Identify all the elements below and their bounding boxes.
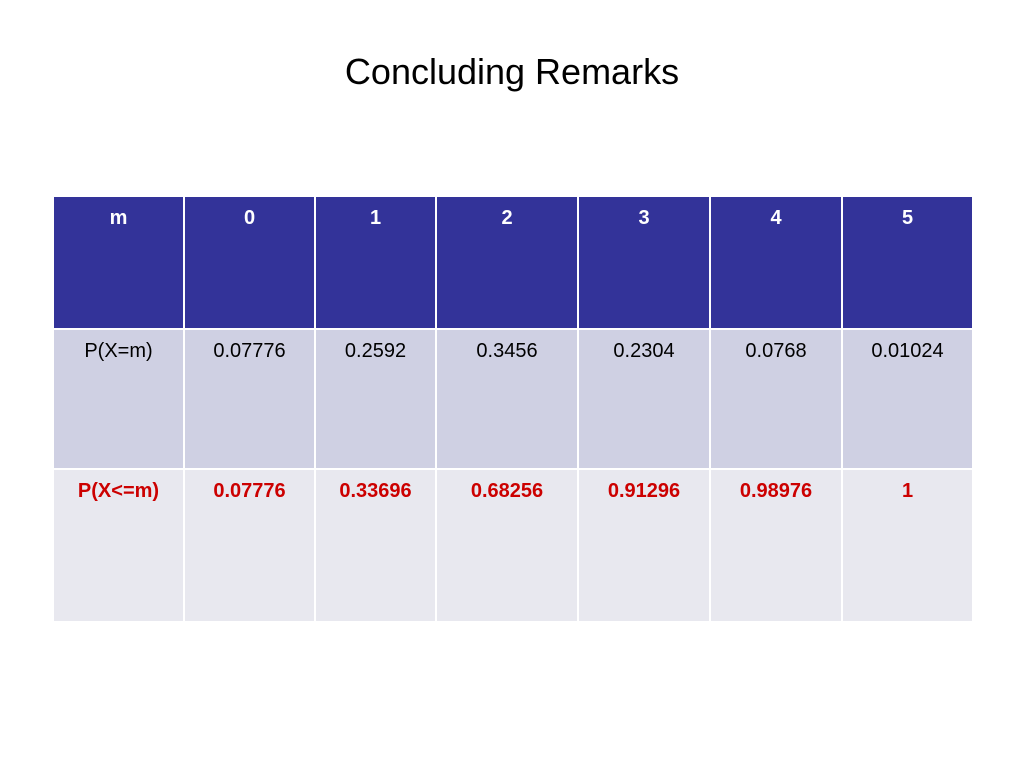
header-cell-4: 4: [709, 195, 843, 330]
table-row-cdf: P(X<=m) 0.07776 0.33696 0.68256 0.91296 …: [52, 468, 974, 623]
cdf-cell-4: 0.98976: [709, 468, 843, 623]
cdf-cell-3: 0.91296: [577, 468, 711, 623]
header-cell-m: m: [52, 195, 185, 330]
row-label-cdf: P(X<=m): [52, 468, 185, 623]
header-cell-2: 2: [435, 195, 579, 330]
cdf-cell-2: 0.68256: [435, 468, 579, 623]
pmf-cell-3: 0.2304: [577, 328, 711, 470]
probability-table: m 0 1 2 3 4 5 P(X=m) 0.07776 0.2592 0.34…: [52, 195, 974, 623]
cdf-cell-0: 0.07776: [183, 468, 316, 623]
table-header-row: m 0 1 2 3 4 5: [52, 195, 974, 330]
pmf-cell-2: 0.3456: [435, 328, 579, 470]
header-cell-1: 1: [314, 195, 437, 330]
header-cell-5: 5: [841, 195, 974, 330]
header-cell-0: 0: [183, 195, 316, 330]
header-cell-3: 3: [577, 195, 711, 330]
pmf-cell-5: 0.01024: [841, 328, 974, 470]
pmf-cell-1: 0.2592: [314, 328, 437, 470]
pmf-cell-4: 0.0768: [709, 328, 843, 470]
cdf-cell-1: 0.33696: [314, 468, 437, 623]
row-label-pmf: P(X=m): [52, 328, 185, 470]
table-row-pmf: P(X=m) 0.07776 0.2592 0.3456 0.2304 0.07…: [52, 328, 974, 470]
pmf-cell-0: 0.07776: [183, 328, 316, 470]
cdf-cell-5: 1: [841, 468, 974, 623]
slide-title: Concluding Remarks: [344, 51, 680, 92]
